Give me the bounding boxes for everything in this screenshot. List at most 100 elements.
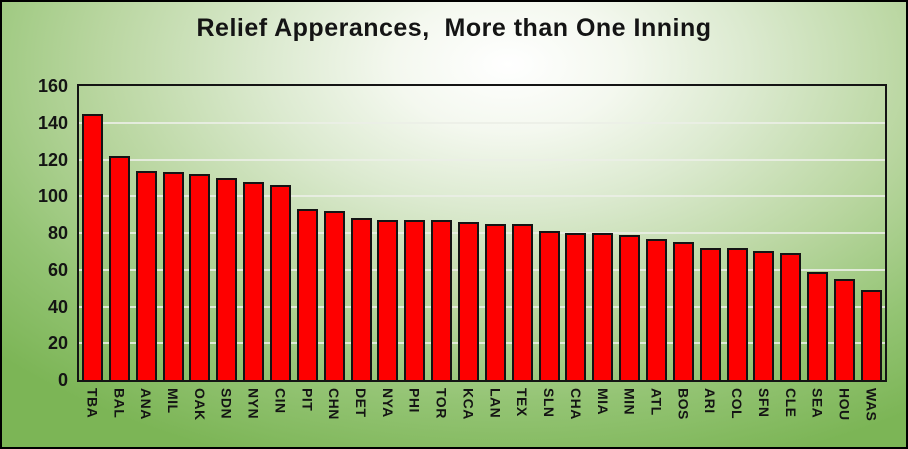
bar-slot-MIA [589, 86, 616, 380]
x-tick-label-MIN: MIN [621, 388, 638, 416]
x-slot-ARI: ARI [697, 388, 724, 447]
y-tick-label: 60 [47, 259, 68, 280]
x-tick-label-MIL: MIL [165, 388, 181, 414]
bar-ARI [699, 247, 721, 380]
x-slot-CIN: CIN [267, 388, 294, 447]
x-slot-CHA: CHA [562, 388, 589, 447]
bar-slot-SLN [536, 86, 563, 380]
x-tick-label-SDN: SDN [218, 388, 235, 420]
bar-slot-COL [724, 86, 751, 380]
bar-slot-KCA [455, 86, 482, 380]
bars-layer [79, 86, 885, 380]
gridline-20 [79, 342, 885, 345]
gridline-60 [79, 268, 885, 271]
bar-DET [350, 218, 372, 380]
x-slot-MIL: MIL [160, 388, 187, 447]
gridline-100 [79, 195, 885, 198]
bar-NYN [243, 181, 265, 380]
bar-slot-MIL [160, 86, 187, 380]
x-tick-label-PIT: PIT [299, 388, 316, 412]
x-slot-SLN: SLN [536, 388, 563, 447]
bar-SDN [216, 177, 238, 380]
bar-BAL [108, 155, 130, 380]
bar-SFN [753, 251, 775, 380]
x-tick-label-NYN: NYN [245, 388, 262, 420]
bar-slot-DET [348, 86, 375, 380]
x-tick-label-TBA: TBA [84, 388, 101, 419]
bar-slot-ARI [697, 86, 724, 380]
gridline-40 [79, 305, 885, 308]
x-tick-label-ATL: ATL [648, 388, 665, 416]
bar-slot-ATL [643, 86, 670, 380]
bar-MIL [162, 172, 184, 380]
x-slot-MIA: MIA [589, 388, 616, 447]
x-slot-MIN: MIN [616, 388, 643, 447]
x-tick-label-CHA: CHA [567, 388, 584, 420]
x-slot-DET: DET [348, 388, 375, 447]
plot-area [77, 84, 887, 382]
chart-title: Relief Apperances, More than One Inning [196, 14, 712, 42]
x-tick-label-LAN: LAN [487, 388, 504, 419]
x-slot-PHI: PHI [401, 388, 428, 447]
bar-TOR [431, 220, 453, 380]
bar-slot-BAL [106, 86, 133, 380]
bar-slot-SEA [804, 86, 831, 380]
bar-SLN [538, 231, 560, 380]
x-tick-label-SFN: SFN [755, 388, 772, 418]
bar-slot-WAS [858, 86, 885, 380]
bar-LAN [484, 223, 506, 380]
x-tick-label-SLN: SLN [541, 388, 558, 418]
bar-HOU [833, 278, 855, 380]
x-slot-BOS: BOS [670, 388, 697, 447]
bar-OAK [189, 174, 211, 380]
bar-NYA [377, 220, 399, 380]
bar-slot-LAN [482, 86, 509, 380]
y-tick-label: 100 [37, 186, 68, 207]
bar-slot-TOR [428, 86, 455, 380]
x-tick-label-CLE: CLE [782, 388, 799, 418]
bar-TEX [511, 223, 533, 380]
x-tick-label-WAS: WAS [863, 388, 880, 422]
bar-WAS [860, 289, 882, 380]
x-tick-label-CIN: CIN [272, 388, 289, 414]
x-tick-label-TOR: TOR [433, 388, 450, 419]
x-tick-label-HOU: HOU [836, 388, 853, 421]
x-slot-SEA: SEA [804, 388, 831, 447]
x-tick-label-BAL: BAL [111, 388, 128, 419]
bar-slot-CHA [562, 86, 589, 380]
x-tick-label-ANA: ANA [138, 388, 155, 420]
bar-ANA [135, 170, 157, 380]
x-slot-WAS: WAS [858, 388, 885, 447]
bar-CHA [565, 233, 587, 380]
x-slot-COL: COL [724, 388, 751, 447]
y-tick-label: 20 [47, 333, 68, 354]
bar-CHN [323, 210, 345, 380]
bar-slot-TBA [79, 86, 106, 380]
x-slot-ANA: ANA [133, 388, 160, 447]
gridline-140 [79, 121, 885, 124]
bar-slot-NYA [374, 86, 401, 380]
y-tick-label: 40 [47, 296, 68, 317]
x-tick-label-KCA: KCA [460, 388, 477, 420]
bar-slot-PIT [294, 86, 321, 380]
x-slot-HOU: HOU [831, 388, 858, 447]
bar-slot-CLE [777, 86, 804, 380]
y-tick-label: 0 [57, 370, 68, 390]
bar-slot-ANA [133, 86, 160, 380]
bar-MIA [592, 233, 614, 380]
x-slot-LAN: LAN [482, 388, 509, 447]
x-slot-BAL: BAL [106, 388, 133, 447]
bar-PHI [404, 220, 426, 380]
bar-slot-HOU [831, 86, 858, 380]
y-tick-label: 80 [47, 223, 68, 243]
y-tick-label: 120 [37, 149, 68, 170]
gridline-80 [79, 232, 885, 234]
bar-COL [726, 247, 748, 380]
x-slot-CHN: CHN [321, 388, 348, 447]
bar-CIN [269, 185, 291, 380]
bar-slot-SDN [213, 86, 240, 380]
bar-slot-SFN [750, 86, 777, 380]
x-tick-label-TEX: TEX [514, 388, 531, 417]
bar-MIN [619, 234, 641, 380]
